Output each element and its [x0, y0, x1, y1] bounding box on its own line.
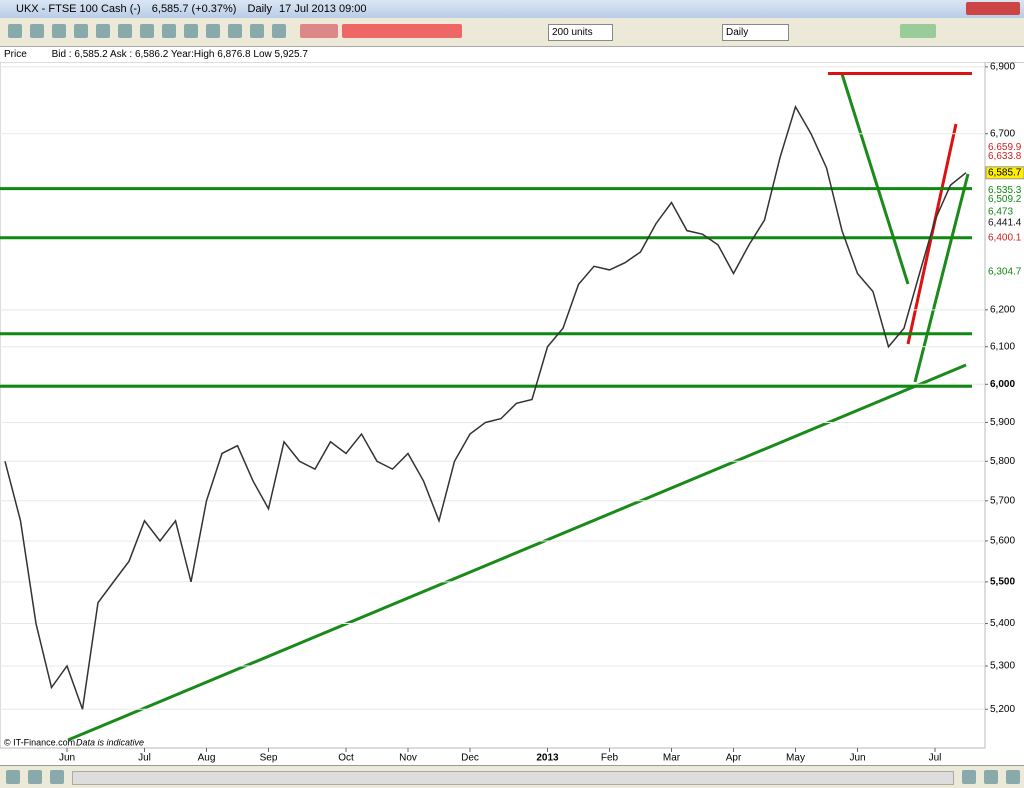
- price-label: Price: [4, 49, 27, 60]
- tool-icon[interactable]: [30, 24, 44, 38]
- scrollbar[interactable]: [72, 771, 954, 785]
- tool-icon[interactable]: [228, 24, 242, 38]
- y-tick-label: 5,300: [990, 661, 1015, 672]
- tool-icon[interactable]: [162, 24, 176, 38]
- tool-icon[interactable]: [8, 24, 22, 38]
- y-tick-label: 5,500: [990, 577, 1015, 588]
- y-tick-label: 6,700: [990, 128, 1015, 139]
- quote: Bid : 6,585.2 Ask : 6,586.2 Year:High 6,…: [51, 49, 308, 60]
- trend-line: [840, 73, 910, 285]
- price-marker-label: 6,659.9: [988, 142, 1022, 153]
- price-marker-label: 6,441.4: [988, 218, 1022, 229]
- y-tick-label: 6,000: [990, 379, 1015, 390]
- x-tick-label: Sep: [260, 753, 278, 764]
- tool-icon[interactable]: [52, 24, 66, 38]
- x-tick-label: Oct: [338, 753, 354, 764]
- tool-icon[interactable]: [74, 24, 88, 38]
- toolbar: 200 units Daily: [0, 18, 1024, 47]
- info-bar: Price Bid : 6,585.2 Ask : 6,586.2 Year:H…: [0, 47, 1024, 63]
- interval-dropdown[interactable]: Daily: [722, 24, 789, 41]
- y-tick-label: 5,700: [990, 495, 1015, 506]
- x-tick-label: Mar: [663, 753, 681, 764]
- y-tick-label: 5,800: [990, 456, 1015, 467]
- y-tick-label: 5,200: [990, 704, 1015, 715]
- tool-icon[interactable]: [206, 24, 220, 38]
- bottom-toolbar: [0, 765, 1024, 788]
- price-marker-label: 6,400.1: [988, 232, 1022, 243]
- window-title: UKX - FTSE 100 Cash (-): [16, 3, 141, 15]
- window-period: Daily: [247, 3, 272, 15]
- price-marker-label: 6,304.7: [988, 266, 1022, 277]
- price-line: [4, 104, 967, 710]
- price-marker-label: 6,633.8: [988, 151, 1022, 162]
- x-tick-label: Feb: [601, 753, 619, 764]
- color-palette[interactable]: [342, 24, 462, 38]
- price-marker: [986, 217, 1024, 230]
- zoom-icon[interactable]: [984, 770, 998, 784]
- title-bar: UKX - FTSE 100 Cash (-) 6,585.7 (+0.37%)…: [0, 0, 1024, 18]
- price-marker: [986, 193, 1024, 206]
- y-tick-label: 5,400: [990, 618, 1015, 629]
- y-tick-label: 5,900: [990, 417, 1015, 428]
- price-marker-label: 6,585.7: [988, 167, 1022, 178]
- tool-icon[interactable]: [900, 24, 936, 38]
- y-tick-label: 5,600: [990, 536, 1015, 547]
- tool-icon[interactable]: [250, 24, 264, 38]
- x-tick-label: Dec: [461, 753, 479, 764]
- window-time: 17 Jul 2013 09:00: [279, 3, 367, 15]
- x-tick-label: 2013: [536, 753, 559, 764]
- price-marker: [986, 150, 1024, 163]
- tool-icon[interactable]: [6, 770, 20, 784]
- x-tick-label: Apr: [726, 753, 742, 764]
- price-marker: [986, 231, 1024, 244]
- tool-icon[interactable]: [50, 770, 64, 784]
- x-tick-label: Aug: [198, 753, 216, 764]
- x-tick-label: Jul: [929, 753, 942, 764]
- window-controls[interactable]: [966, 2, 1020, 15]
- window-price: 6,585.7 (+0.37%): [151, 3, 237, 15]
- x-tick-label: Jun: [59, 753, 75, 764]
- y-tick-label: 6,900: [990, 62, 1015, 73]
- units-dropdown[interactable]: 200 units: [548, 24, 613, 41]
- price-marker: [985, 166, 1024, 180]
- trend-line: [67, 363, 967, 742]
- price-marker-label: 6,473: [988, 207, 1013, 218]
- price-marker: [986, 265, 1024, 278]
- x-tick-label: Jun: [849, 753, 865, 764]
- x-tick-label: May: [786, 753, 805, 764]
- y-tick-label: 6,200: [990, 304, 1015, 315]
- copyright: © IT-Finance.com: [4, 737, 75, 747]
- tool-icon[interactable]: [272, 24, 286, 38]
- y-tick-label: 6,100: [990, 341, 1015, 352]
- tool-icon[interactable]: [184, 24, 198, 38]
- tool-icon[interactable]: [300, 24, 338, 38]
- zoom-icon[interactable]: [962, 770, 976, 784]
- price-marker-label: 6,509.2: [988, 194, 1022, 205]
- footer-note: Data is indicative: [76, 737, 144, 747]
- zoom-icon[interactable]: [1006, 770, 1020, 784]
- tool-icon[interactable]: [28, 770, 42, 784]
- x-tick-label: Jul: [138, 753, 151, 764]
- plot-area: [0, 62, 986, 749]
- trend-line: [906, 123, 958, 345]
- x-tick-label: Nov: [399, 753, 417, 764]
- price-marker: [986, 184, 1024, 197]
- tool-icon[interactable]: [118, 24, 132, 38]
- chart: © IT-Finance.com Data is indicative 5,20…: [0, 62, 1024, 764]
- tool-icon[interactable]: [96, 24, 110, 38]
- price-marker-label: 6,535.3: [988, 185, 1022, 196]
- tool-icon[interactable]: [140, 24, 154, 38]
- price-marker: [986, 205, 1024, 218]
- trend-line: [913, 173, 970, 383]
